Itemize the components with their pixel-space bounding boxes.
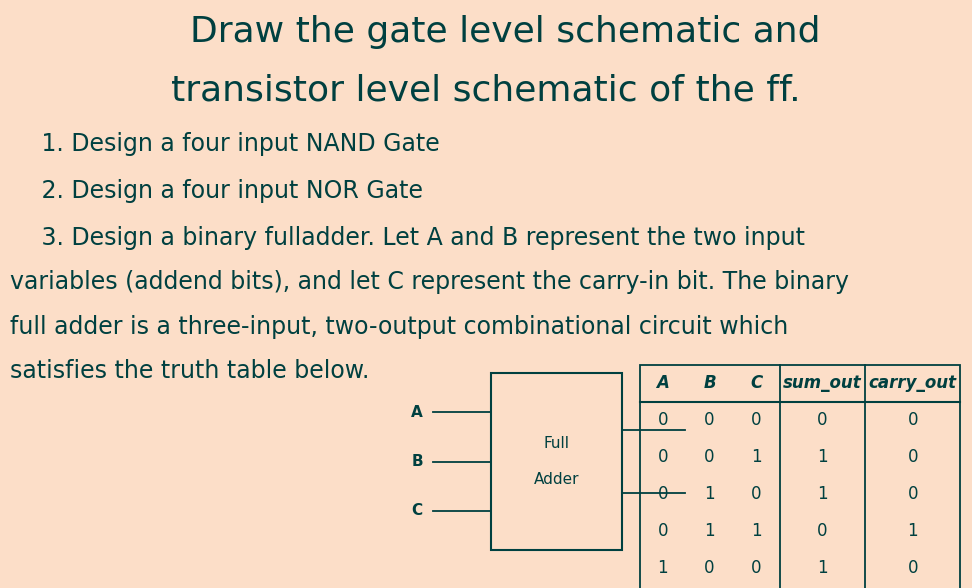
Text: 1: 1 (751, 448, 761, 466)
Text: 0: 0 (751, 559, 761, 577)
Text: 0: 0 (908, 411, 918, 429)
Text: 0: 0 (817, 411, 827, 429)
Text: 0: 0 (658, 411, 668, 429)
Text: 1: 1 (817, 485, 827, 503)
Text: A: A (656, 374, 670, 392)
Text: 0: 0 (751, 485, 761, 503)
Text: 0: 0 (817, 522, 827, 540)
Text: 0: 0 (908, 485, 918, 503)
Text: B: B (704, 374, 715, 392)
Text: sum_out: sum_out (695, 422, 760, 437)
Text: 3. Design a binary fulladder. Let A and B represent the two input: 3. Design a binary fulladder. Let A and … (19, 226, 806, 250)
Bar (491, 373, 622, 550)
Text: 1: 1 (658, 559, 668, 577)
Text: satisfies the truth table below.: satisfies the truth table below. (10, 359, 369, 383)
Text: 0: 0 (751, 411, 761, 429)
Text: 0: 0 (705, 559, 714, 577)
Text: transistor level schematic of the ff.: transistor level schematic of the ff. (171, 74, 801, 108)
Text: 2. Design a four input NOR Gate: 2. Design a four input NOR Gate (19, 179, 424, 203)
Text: Draw the gate level schematic and: Draw the gate level schematic and (191, 15, 820, 49)
Text: 0: 0 (705, 448, 714, 466)
Text: variables (addend bits), and let C represent the carry-in bit. The binary: variables (addend bits), and let C repre… (10, 270, 849, 295)
Text: C: C (412, 503, 423, 519)
Text: Adder: Adder (534, 472, 579, 487)
Text: Full: Full (543, 436, 570, 452)
Text: 0: 0 (705, 411, 714, 429)
Text: 1: 1 (817, 448, 827, 466)
Text: sum_out: sum_out (782, 374, 862, 392)
Text: 0: 0 (658, 522, 668, 540)
Text: 1: 1 (908, 522, 918, 540)
Text: 1. Design a four input NAND Gate: 1. Design a four input NAND Gate (19, 132, 440, 156)
Text: A: A (411, 405, 423, 420)
Text: carry_out: carry_out (695, 486, 767, 501)
Text: 1: 1 (705, 522, 714, 540)
Text: 0: 0 (908, 448, 918, 466)
Bar (640, 365, 960, 588)
Text: 1: 1 (705, 485, 714, 503)
Text: 1: 1 (817, 559, 827, 577)
Text: B: B (411, 454, 423, 469)
Text: C: C (750, 374, 762, 392)
Text: 0: 0 (658, 485, 668, 503)
Text: 0: 0 (658, 448, 668, 466)
Text: 0: 0 (908, 559, 918, 577)
Text: 1: 1 (751, 522, 761, 540)
Text: carry_out: carry_out (869, 374, 956, 392)
Text: full adder is a three-input, two-output combinational circuit which: full adder is a three-input, two-output … (10, 315, 788, 339)
